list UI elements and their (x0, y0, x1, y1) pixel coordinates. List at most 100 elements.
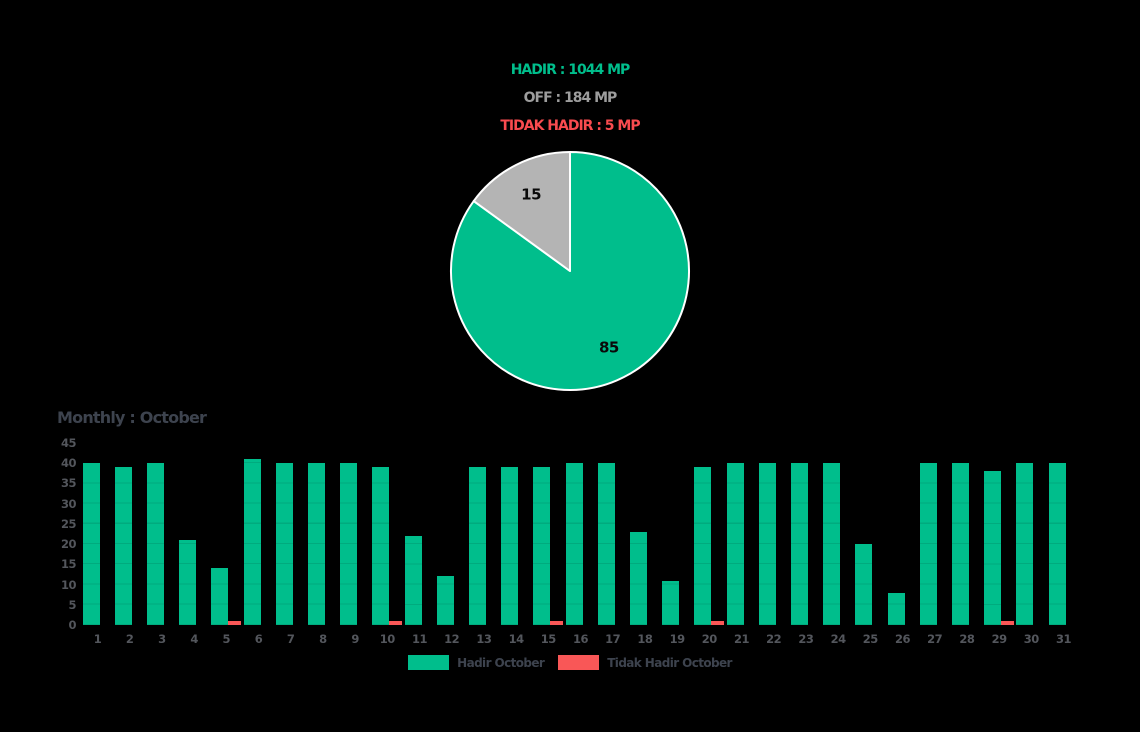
hadir-bar-day-2[interactable] (114, 467, 132, 625)
hadir-bar-day-13[interactable] (468, 467, 486, 625)
bar-group-day-13: 13 (467, 443, 500, 646)
hadir-bar-day-21[interactable] (726, 463, 744, 625)
tidak-hadir-bar-day-5[interactable] (228, 621, 242, 625)
hadir-bar-day-22[interactable] (758, 463, 776, 625)
tidak-hadir-bar-day-29[interactable] (1001, 621, 1015, 625)
hadir-bar-day-14[interactable] (501, 467, 519, 625)
hadir-bar-day-19[interactable] (662, 580, 680, 625)
tidak-hadir-total-label: TIDAK HADIR : 5 MP (500, 118, 640, 134)
bar-pair (371, 443, 404, 625)
bar-pair (210, 443, 243, 625)
pie-slice-off[interactable] (472, 151, 571, 272)
x-axis-label-day-10: 10 (379, 632, 396, 646)
x-axis-label-day-13: 13 (476, 632, 492, 646)
hadir-bar-day-17[interactable] (597, 463, 615, 625)
bar-pair (178, 443, 211, 625)
bar-group-day-20: 20 (693, 443, 726, 646)
bar-pair (274, 443, 307, 625)
bar-group-day-10: 10 (371, 443, 404, 646)
x-axis-label-day-17: 17 (605, 632, 621, 646)
hadir-bar-day-29[interactable] (984, 471, 1002, 625)
legend-item-hadir-october[interactable]: Hadir October (408, 655, 545, 670)
x-axis-label-day-5: 5 (222, 632, 231, 646)
bar-group-day-7: 7 (274, 443, 307, 646)
bar-pair (532, 443, 565, 625)
hadir-bar-day-11[interactable] (404, 535, 422, 625)
hadir-bar-day-1[interactable] (82, 463, 100, 625)
hadir-bar-day-28[interactable] (951, 463, 969, 625)
hadir-bar-day-8[interactable] (307, 463, 325, 625)
bar-pair (950, 443, 983, 625)
x-axis-label-day-20: 20 (701, 632, 718, 646)
x-axis-label-day-27: 27 (927, 632, 943, 646)
bar-group-day-15: 15 (532, 443, 565, 646)
x-axis-label-day-15: 15 (540, 632, 557, 646)
bar-group-day-22: 22 (757, 443, 790, 646)
x-axis-label-day-18: 18 (637, 632, 653, 646)
hadir-bar-day-12[interactable] (436, 576, 454, 625)
y-axis-tick-30: 30 (60, 496, 77, 511)
legend-label: Tidak Hadir October (607, 655, 732, 670)
hadir-bar-day-26[interactable] (887, 592, 905, 625)
x-axis-label-day-19: 19 (669, 632, 686, 646)
hadir-bar-day-18[interactable] (629, 531, 647, 625)
hadir-bar-day-30[interactable] (1016, 463, 1034, 625)
bar-pair (467, 443, 500, 625)
legend-item-tidak-hadir-october[interactable]: Tidak Hadir October (558, 655, 732, 670)
bar-group-day-27: 27 (918, 443, 951, 646)
y-axis-tick-25: 25 (60, 516, 77, 531)
hadir-bar-day-20[interactable] (694, 467, 712, 625)
bar-group-day-2: 2 (113, 443, 146, 646)
bar-group-day-6: 6 (242, 443, 275, 646)
bar-pair (113, 443, 146, 625)
y-axis-tick-40: 40 (60, 456, 77, 470)
hadir-bar-day-4[interactable] (179, 540, 197, 625)
bar-group-day-14: 14 (500, 443, 533, 646)
tidak-hadir-bar-day-10[interactable] (389, 621, 403, 625)
hadir-bar-day-6[interactable] (243, 459, 261, 625)
hadir-bar-day-23[interactable] (790, 463, 808, 625)
bar-pair (403, 443, 436, 625)
y-axis-tick-10: 10 (60, 577, 77, 592)
bar-pair (886, 443, 919, 625)
tidak-hadir-bar-day-20[interactable] (711, 621, 725, 625)
legend-label: Hadir October (457, 655, 545, 670)
hadir-bar-day-24[interactable] (823, 463, 841, 625)
bar-pair (822, 443, 855, 625)
bar-group-day-30: 30 (1015, 443, 1048, 646)
hadir-bar-day-9[interactable] (340, 463, 358, 625)
x-axis-label-day-6: 6 (254, 632, 263, 646)
x-axis-label-day-8: 8 (319, 632, 327, 646)
bar-group-day-23: 23 (789, 443, 822, 646)
hadir-bar-day-31[interactable] (1048, 463, 1066, 625)
bar-pair (242, 443, 275, 625)
bar-pair (854, 443, 887, 625)
hadir-bar-day-10[interactable] (372, 467, 390, 625)
bar-group-day-5: 5 (210, 443, 243, 646)
bar-group-day-29: 29 (983, 443, 1016, 646)
bar-pair (339, 443, 372, 625)
hadir-bar-day-27[interactable] (919, 463, 937, 625)
attendance-pie-chart: 85 15 (450, 151, 690, 391)
x-axis-label-day-7: 7 (286, 632, 295, 646)
hadir-bar-day-25[interactable] (855, 544, 873, 625)
bar-group-day-17: 17 (596, 443, 629, 646)
hadir-bar-day-5[interactable] (211, 568, 229, 625)
hadir-bar-day-15[interactable] (533, 467, 551, 625)
hadir-bar-day-16[interactable] (565, 463, 583, 625)
x-axis-label-day-2: 2 (125, 632, 134, 646)
bar-pair (789, 443, 822, 625)
x-axis-label-day-23: 23 (798, 632, 814, 646)
hadir-bar-day-7[interactable] (275, 463, 293, 625)
y-axis-tick-35: 35 (60, 476, 77, 491)
bar-group-day-19: 19 (661, 443, 694, 646)
x-axis-label-day-9: 9 (351, 632, 359, 646)
tidak-hadir-bar-day-15[interactable] (550, 621, 564, 625)
bar-group-day-28: 28 (950, 443, 983, 646)
x-axis-label-day-16: 16 (572, 632, 589, 646)
off-total-label: OFF : 184 MP (523, 90, 618, 106)
bar-pair (145, 443, 178, 625)
bar-group-day-31: 31 (1047, 443, 1080, 646)
hadir-bar-day-3[interactable] (146, 463, 164, 625)
x-axis-label-day-25: 25 (862, 632, 879, 646)
